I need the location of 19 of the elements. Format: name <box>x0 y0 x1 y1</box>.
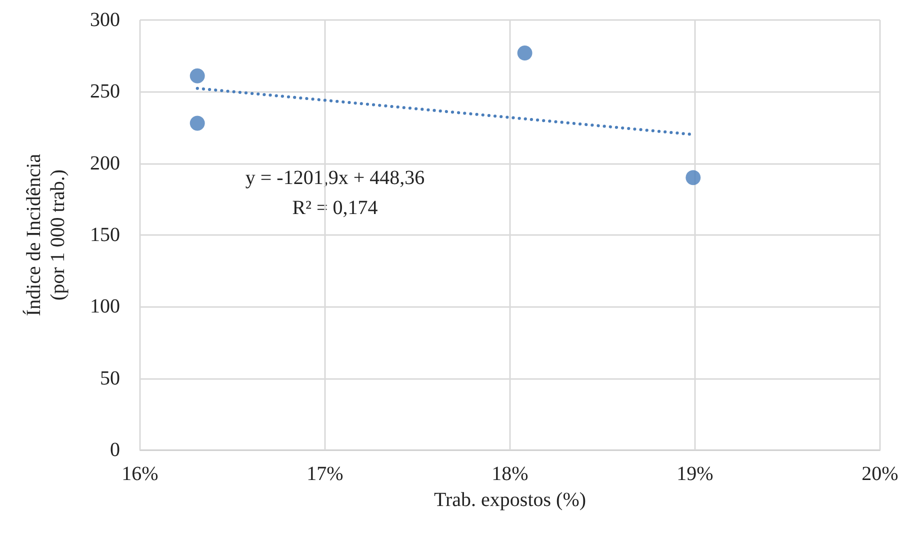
point <box>686 170 701 186</box>
y-axis-title: Índice de Incidência (por 1 000 trab.) <box>22 154 69 316</box>
x-tick-label: 18% <box>492 463 528 485</box>
y-tick-label: 300 <box>90 9 120 31</box>
y-tick-label: 200 <box>90 152 120 174</box>
y-tick-label: 50 <box>100 367 120 390</box>
point <box>517 45 532 60</box>
y-tick-label: 250 <box>90 80 120 103</box>
y-tick-label: 100 <box>90 296 120 318</box>
x-tick-label: 20% <box>862 463 898 485</box>
annotation: y = -1201,9x + 448,36 <box>245 167 425 189</box>
x-tick-label: 16% <box>122 463 158 485</box>
point <box>190 116 205 131</box>
x-axis-title: Trab. expostos (%) <box>434 489 586 511</box>
point <box>190 68 205 84</box>
y-tick-label: 0 <box>110 439 120 461</box>
y-tick-label: 150 <box>90 224 120 246</box>
x-tick-label: 17% <box>306 463 344 485</box>
x-tick-label: 19% <box>676 463 714 485</box>
